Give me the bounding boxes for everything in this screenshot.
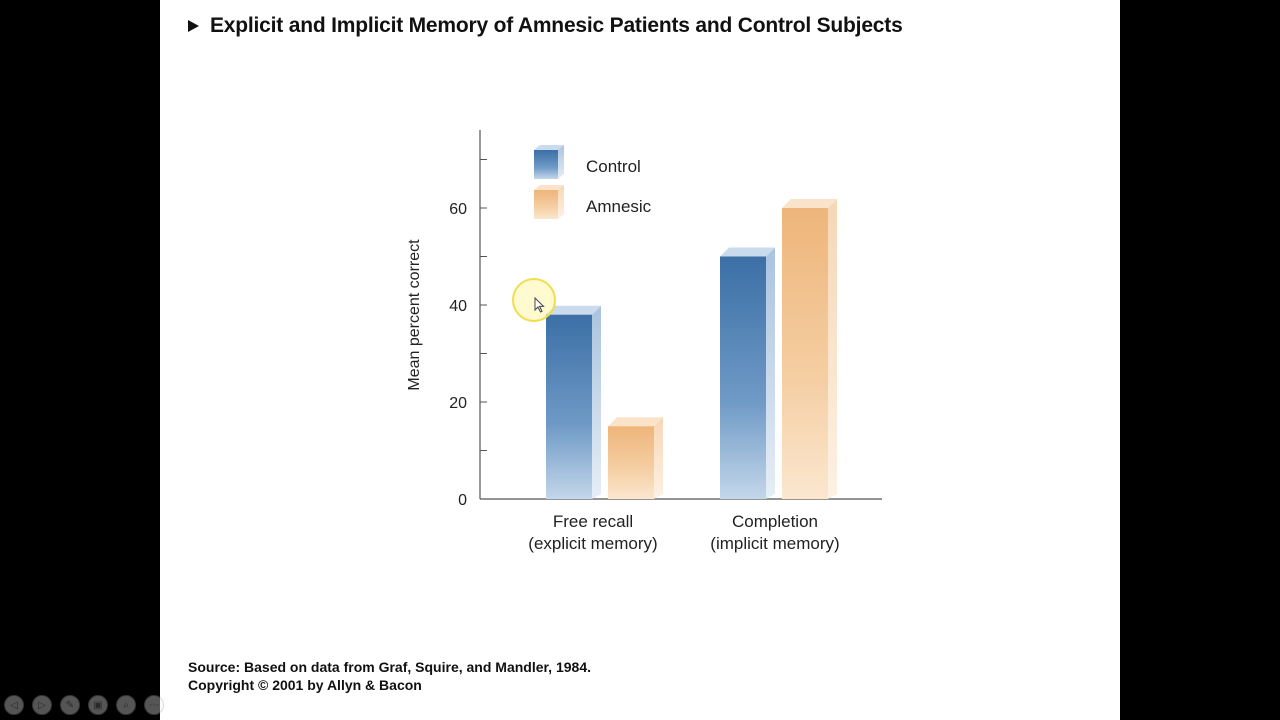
pen-icon[interactable]: ✎: [60, 695, 80, 715]
y-tick-label: 60: [449, 201, 467, 218]
cursor-highlight: [512, 278, 556, 322]
mouse-pointer-icon: [534, 297, 545, 313]
bullet-arrow-icon: [188, 20, 199, 32]
source-note: Source: Based on data from Graf, Squire,…: [188, 659, 591, 675]
bar-amnesic-1: [782, 199, 837, 499]
slideshow-toolbar: ◁ ▷ ✎ ▣ ⌕ ⋯: [4, 695, 164, 715]
y-tick-label: 0: [458, 492, 467, 509]
slide: Explicit and Implicit Memory of Amnesic …: [160, 0, 1120, 720]
legend-label: Control: [586, 157, 641, 176]
zoom-icon[interactable]: ⌕: [116, 695, 136, 715]
slides-icon[interactable]: ▣: [88, 695, 108, 715]
slide-title: Explicit and Implicit Memory of Amnesic …: [210, 14, 903, 37]
legend-item-amnesic: Amnesic: [534, 185, 652, 219]
x-category-label: (explicit memory): [528, 534, 657, 553]
bar-amnesic-0: [608, 417, 663, 499]
bar-control-1: [720, 247, 775, 499]
next-icon[interactable]: ▷: [32, 695, 52, 715]
x-category-label: (implicit memory): [710, 534, 839, 553]
y-axis-label: Mean percent correct: [406, 239, 423, 391]
y-tick-label: 20: [449, 395, 467, 412]
previous-icon[interactable]: ◁: [4, 695, 24, 715]
bar-chart: 0 20 40 60 Mean percent correct Free recall (e…: [406, 130, 882, 553]
title-row: Explicit and Implicit Memory of Amnesic …: [188, 14, 903, 38]
bar-control-0: [546, 305, 601, 499]
legend-item-control: Control: [534, 145, 641, 179]
x-category-label: Free recall: [553, 512, 633, 531]
copyright-note: Copyright © 2001 by Allyn & Bacon: [188, 677, 422, 693]
x-category-label: Completion: [732, 512, 818, 531]
more-icon[interactable]: ⋯: [144, 695, 164, 715]
legend-label: Amnesic: [586, 197, 652, 216]
y-tick-label: 40: [449, 298, 467, 315]
